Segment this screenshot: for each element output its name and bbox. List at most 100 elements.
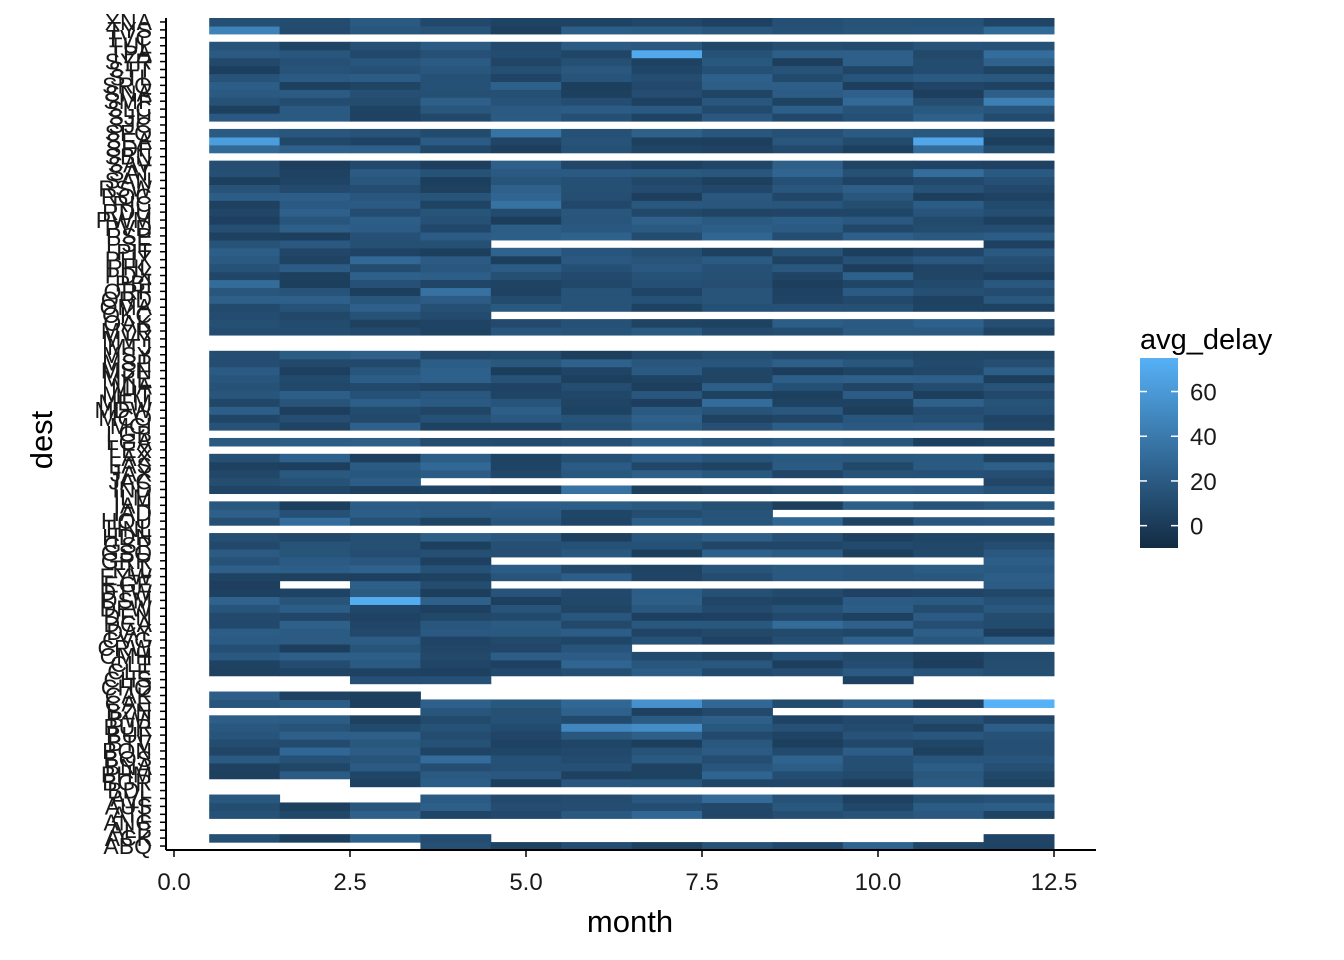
heatmap-cell	[983, 564, 1055, 574]
heatmap-cell	[490, 255, 562, 265]
heatmap-cell	[209, 643, 281, 653]
heatmap-cell	[209, 612, 281, 621]
y-tick-label: SMF	[103, 88, 152, 114]
heatmap-cell	[842, 200, 914, 209]
heatmap-cell	[561, 160, 633, 170]
heatmap-cell	[561, 192, 633, 201]
heatmap-cell	[702, 176, 773, 185]
heatmap-cell	[420, 810, 492, 819]
heatmap-cell	[561, 628, 633, 637]
heatmap-cell	[279, 802, 351, 811]
heatmap-cell	[842, 247, 914, 257]
heatmap-cell	[772, 271, 844, 281]
heatmap-cell	[631, 168, 703, 178]
heatmap-cell	[350, 691, 421, 701]
heatmap-cell	[561, 382, 633, 392]
heatmap-cell	[913, 651, 985, 661]
heatmap-cell	[420, 65, 492, 75]
heatmap-cell	[279, 667, 351, 677]
heatmap-cell	[913, 390, 985, 399]
heatmap-cell	[913, 184, 985, 193]
heatmap-cell	[279, 25, 351, 35]
heatmap-cell	[772, 73, 844, 82]
heatmap-cell	[983, 231, 1055, 241]
heatmap-cell	[561, 231, 633, 241]
y-tick-label: CAK	[105, 682, 153, 708]
heatmap-cell	[279, 382, 351, 392]
y-tick-label: CHS	[103, 667, 152, 693]
heatmap-cell	[631, 176, 703, 185]
heatmap-cell	[490, 49, 562, 59]
y-tick-label: PBI	[115, 270, 152, 296]
heatmap-cell	[490, 754, 562, 764]
heatmap-cell	[420, 643, 492, 653]
heatmap-cell	[561, 287, 633, 296]
heatmap-cell	[913, 358, 985, 368]
x-axis-title: month	[587, 904, 673, 939]
heatmap-cell	[350, 731, 421, 740]
y-tick-label: IND	[112, 476, 152, 502]
heatmap-cell	[631, 485, 703, 495]
heatmap-cell	[420, 651, 492, 661]
heatmap-cell	[350, 295, 421, 304]
heatmap-cell	[490, 620, 562, 629]
heatmap-cell	[772, 596, 844, 605]
heatmap-cell	[490, 390, 562, 399]
heatmap-cell	[631, 350, 703, 360]
heatmap-cell	[561, 224, 633, 233]
y-tick-label: BNA	[105, 754, 153, 780]
heatmap-cell	[420, 128, 492, 138]
heatmap-cell	[209, 628, 281, 637]
heatmap-cell	[842, 358, 914, 368]
heatmap-cell	[913, 540, 985, 550]
heatmap-cell	[772, 224, 844, 233]
heatmap-cell	[279, 414, 351, 423]
heatmap-cell	[350, 398, 421, 407]
heatmap-cell	[420, 414, 492, 423]
heatmap-cell	[631, 778, 703, 788]
heatmap-cell	[209, 540, 281, 550]
heatmap-cell	[490, 778, 562, 788]
heatmap-cell	[772, 279, 844, 289]
heatmap-cell	[842, 485, 914, 495]
heatmap-cell	[279, 239, 351, 249]
heatmap-cell	[350, 366, 421, 376]
heatmap-cell	[209, 366, 281, 376]
heatmap-cell	[842, 224, 914, 233]
heatmap-cell	[772, 406, 844, 415]
heatmap-cell	[631, 81, 703, 90]
heatmap-cell	[350, 287, 421, 296]
heatmap-cell	[913, 176, 985, 185]
heatmap-cell	[631, 548, 703, 558]
heatmap-cell	[772, 564, 844, 574]
heatmap-cell	[561, 636, 633, 645]
heatmap-cell	[490, 18, 562, 27]
heatmap-cell	[631, 667, 703, 677]
y-tick-label: LAS	[109, 453, 152, 479]
heatmap-cell	[420, 105, 492, 114]
heatmap-cell	[842, 533, 914, 542]
heatmap-cell	[279, 715, 351, 724]
heatmap-cell	[209, 501, 281, 510]
heatmap-cell	[209, 691, 281, 701]
heatmap-cell	[350, 239, 421, 249]
heatmap-cell	[702, 327, 773, 336]
heatmap-cell	[842, 842, 914, 851]
heatmap-cell	[561, 643, 633, 653]
heatmap-cell	[279, 834, 351, 843]
heatmap-cell	[209, 350, 281, 360]
heatmap-cell	[983, 762, 1055, 772]
heatmap-cell	[842, 231, 914, 241]
heatmap-cell	[490, 128, 562, 138]
heatmap-cell	[842, 366, 914, 376]
heatmap-cell	[561, 453, 633, 463]
heatmap-cell	[913, 572, 985, 582]
heatmap-cell	[279, 723, 351, 732]
heatmap-cell	[913, 437, 985, 447]
heatmap-cell	[772, 231, 844, 241]
heatmap-cell	[490, 224, 562, 233]
y-tick-label: BTV	[107, 730, 152, 756]
heatmap-cell	[702, 628, 773, 637]
heatmap-cell	[631, 746, 703, 756]
heatmap-cell	[842, 636, 914, 645]
